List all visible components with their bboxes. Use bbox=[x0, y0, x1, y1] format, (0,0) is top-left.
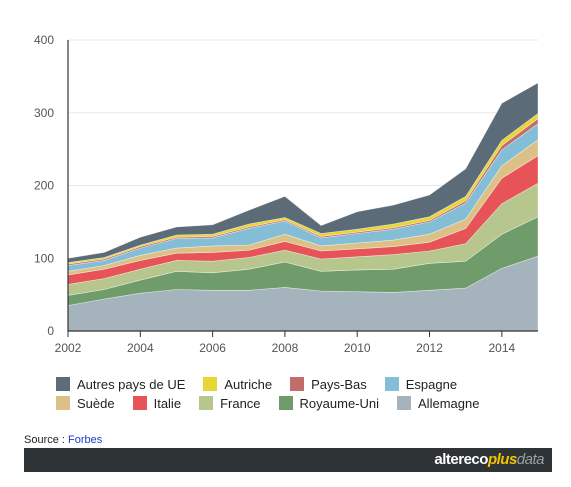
x-tick-label: 2004 bbox=[127, 341, 154, 355]
x-tick-label: 2002 bbox=[55, 341, 82, 355]
legend-item: Espagne bbox=[384, 376, 458, 392]
x-tick-label: 2012 bbox=[416, 341, 443, 355]
x-tick-label: 2014 bbox=[488, 341, 515, 355]
legend-label: Espagne bbox=[405, 376, 458, 392]
legend-swatch bbox=[384, 377, 399, 391]
brand-logo: alterecoplusdata bbox=[434, 451, 544, 468]
legend: Autres pays de UE Autriche Pays-Bas Espagne… bbox=[56, 376, 536, 411]
x-tick-label: 2006 bbox=[199, 341, 226, 355]
legend-swatch bbox=[203, 377, 218, 391]
area-series bbox=[67, 82, 539, 332]
y-tick-label: 100 bbox=[34, 251, 54, 265]
y-tick-label: 400 bbox=[34, 33, 54, 47]
legend-label: France bbox=[220, 395, 261, 411]
x-tick-labels: 2002 2004 2006 2008 2010 2012 2014 bbox=[55, 341, 516, 355]
source-link[interactable]: Forbes bbox=[68, 434, 103, 446]
x-tick-label: 2008 bbox=[272, 341, 299, 355]
source-note: Source : Forbes bbox=[24, 434, 102, 446]
y-tick-label: 300 bbox=[34, 106, 54, 120]
legend-item: Autres pays de UE bbox=[56, 376, 185, 392]
source-label: Source : bbox=[24, 434, 69, 446]
legend-item: Allemagne bbox=[397, 395, 479, 411]
legend-swatch bbox=[56, 396, 70, 410]
y-tick-label: 0 bbox=[47, 324, 54, 338]
legend-item: Suède bbox=[56, 395, 115, 411]
legend-item: Pays-Bas bbox=[290, 376, 367, 392]
axes bbox=[67, 40, 538, 337]
legend-swatch bbox=[397, 396, 412, 410]
legend-label: Suède bbox=[77, 395, 115, 411]
legend-item: France bbox=[199, 395, 261, 411]
legend-label: Pays-Bas bbox=[311, 376, 367, 392]
legend-label: Allemagne bbox=[418, 395, 480, 411]
legend-swatch bbox=[278, 396, 293, 410]
legend-swatch bbox=[132, 396, 147, 410]
legend-swatch bbox=[199, 396, 214, 410]
y-tick-label: 200 bbox=[34, 179, 54, 193]
x-tick-label: 2010 bbox=[344, 341, 371, 355]
legend-item: Royaume-Uni bbox=[278, 395, 380, 411]
legend-label: Autriche bbox=[224, 376, 273, 392]
legend-label: Italie bbox=[153, 395, 182, 411]
legend-item: Autriche bbox=[203, 376, 272, 392]
legend-swatch bbox=[290, 377, 305, 391]
footer-bar: alterecoplusdata bbox=[24, 448, 552, 472]
legend-label: Royaume-Uni bbox=[299, 395, 380, 411]
legend-item: Italie bbox=[132, 395, 182, 411]
legend-swatch bbox=[56, 377, 70, 391]
area-autres-pays-de-ue bbox=[67, 82, 539, 263]
legend-label: Autres pays de UE bbox=[77, 376, 186, 392]
y-tick-labels: 0 100 200 300 400 bbox=[34, 33, 54, 338]
